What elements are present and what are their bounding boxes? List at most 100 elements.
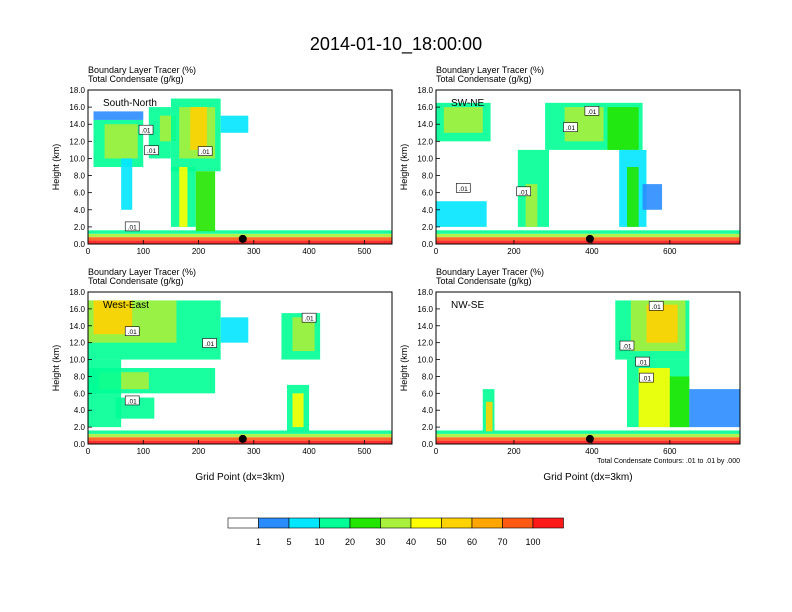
tracer-cell <box>93 111 144 120</box>
y-tick-label: 16.0 <box>417 103 433 112</box>
tracer-cell <box>436 230 740 234</box>
x-tick-label: 400 <box>302 447 316 456</box>
tracer-cell <box>525 184 538 227</box>
contour-label-box <box>619 340 635 351</box>
x-tick-label: 300 <box>247 447 261 456</box>
contour-label-box <box>639 372 654 383</box>
y-tick-label: 6.0 <box>74 389 86 398</box>
location-marker <box>585 434 594 443</box>
y-tick-label: 2.0 <box>422 423 434 432</box>
x-tick-label: 100 <box>137 247 151 256</box>
colorbar: 1 5 10 20 30 40 50 60 70 100 <box>227 517 564 547</box>
tracer-cell <box>642 184 663 210</box>
y-axis-label: Height (km) <box>51 345 61 392</box>
panel-label: West-East <box>103 300 149 311</box>
panel-title-line2: Total Condensate (g/kg) <box>88 74 184 84</box>
plot-frame <box>87 291 393 445</box>
colorbar-swatch <box>258 517 290 529</box>
y-tick-label: 2.0 <box>74 423 86 432</box>
tracer-cell <box>88 433 392 438</box>
x-tick-label: 0 <box>434 247 439 256</box>
contour-label: .01 <box>587 109 596 116</box>
x-tick-label: 300 <box>247 247 261 256</box>
panel-sw-ne: .01 .01 .01 .01 0.0 2.0 4.0 6.0 8.0 10.0 12.0 14.0 1… <box>399 65 741 256</box>
contour-label-box <box>124 221 140 232</box>
y-tick-label: 0.0 <box>422 440 434 449</box>
colorbar-label: 100 <box>525 537 540 547</box>
contour-label-box <box>124 326 140 336</box>
x-tick-label: 0 <box>434 447 439 456</box>
contour-label: .01 <box>642 376 651 383</box>
colorbar-swatch <box>349 517 381 529</box>
y-tick-label: 8.0 <box>422 372 434 381</box>
panel-label: NW-SE <box>451 300 484 311</box>
y-axis-label: Height (km) <box>51 144 61 191</box>
x-axis-label: Grid Point (dx=3km) <box>195 472 284 483</box>
y-tick-label: 4.0 <box>74 206 86 215</box>
panel-label: SW-NE <box>451 98 484 109</box>
x-tick-label: 100 <box>137 447 151 456</box>
panel-label: South-North <box>103 98 157 109</box>
colorbar-swatch <box>410 517 442 529</box>
contour-label-box <box>202 338 217 348</box>
x-tick-label: 400 <box>585 247 599 256</box>
contour-label-box <box>584 106 600 116</box>
y-tick-label: 12.0 <box>417 137 433 146</box>
y-tick-label: 4.0 <box>422 206 434 215</box>
panel-title-line1: Boundary Layer Tracer (%) <box>88 65 196 75</box>
x-tick-label: 200 <box>192 447 206 456</box>
tracer-cell <box>669 376 690 428</box>
contour-label: .01 <box>142 128 151 135</box>
contour-label-box <box>138 124 154 135</box>
tracer-cell <box>88 230 392 234</box>
tracer-cell <box>190 107 207 150</box>
x-tick-label: 200 <box>507 447 521 456</box>
tracer-cell <box>626 167 639 227</box>
plot-frame <box>435 89 741 245</box>
colorbar-swatch <box>227 517 259 529</box>
contour-label: .01 <box>147 148 156 155</box>
y-tick-label: 16.0 <box>417 305 433 314</box>
contour-label-box <box>301 312 317 323</box>
y-tick-label: 18.0 <box>69 288 85 297</box>
panel-title-line2: Total Condensate (g/kg) <box>436 74 532 84</box>
y-tick-label: 18.0 <box>417 86 433 95</box>
tracer-cell <box>220 115 249 133</box>
x-axis-label: Grid Point (dx=3km) <box>543 472 632 483</box>
contour-label-box <box>648 301 664 311</box>
contour-label: .01 <box>128 329 137 336</box>
colorbar-label: 40 <box>406 537 416 547</box>
contour-label-box <box>516 186 531 197</box>
colorbar-swatch <box>471 517 503 529</box>
y-tick-label: 14.0 <box>417 120 433 129</box>
y-tick-label: 12.0 <box>417 339 433 348</box>
contour-label-box <box>124 395 140 406</box>
y-tick-label: 6.0 <box>74 189 86 198</box>
tracer-cell <box>121 158 133 210</box>
colorbar-swatch <box>288 517 320 529</box>
tracer-cell <box>292 393 304 428</box>
contour-label-box <box>455 183 471 193</box>
y-tick-label: 0.0 <box>74 440 86 449</box>
tracer-cell <box>607 107 639 150</box>
colorbar-label: 1 <box>256 537 261 547</box>
colorbar-swatch <box>319 517 351 529</box>
x-tick-label: 500 <box>358 247 372 256</box>
location-marker <box>238 434 247 443</box>
contour-label: .01 <box>305 316 314 323</box>
tracer-cell <box>485 401 493 432</box>
colorbar-label: 5 <box>286 537 291 547</box>
y-axis-label: Height (km) <box>399 345 409 392</box>
y-tick-label: 8.0 <box>74 172 86 181</box>
y-tick-label: 18.0 <box>69 86 85 95</box>
y-tick-label: 10.0 <box>69 356 85 365</box>
y-tick-label: 0.0 <box>74 240 86 249</box>
y-tick-label: 16.0 <box>69 305 85 314</box>
colorbar-swatch <box>532 517 564 529</box>
tracer-cell <box>646 304 678 343</box>
contour-label-box <box>635 356 650 367</box>
y-tick-label: 2.0 <box>422 223 434 232</box>
x-tick-label: 400 <box>302 247 316 256</box>
contour-label-box <box>197 146 213 156</box>
contour-label: .01 <box>128 398 137 405</box>
